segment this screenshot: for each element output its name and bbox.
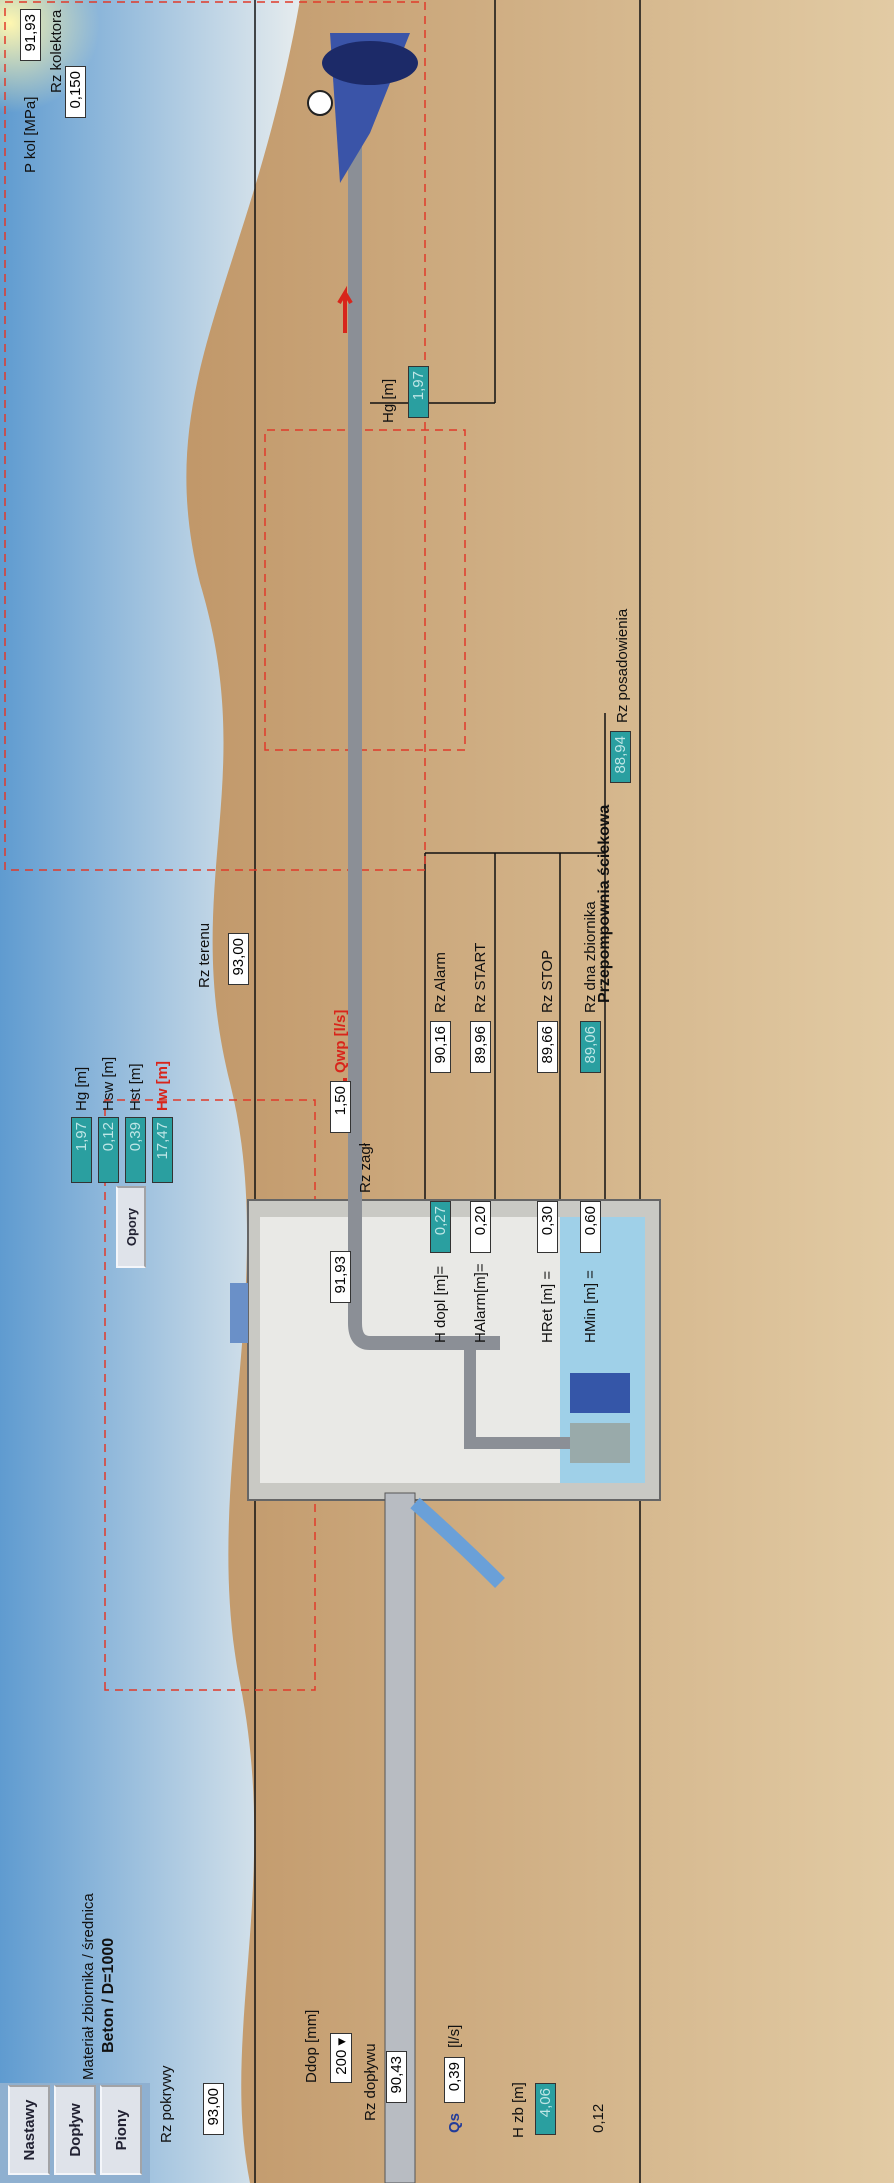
label: Rz dna zbiornika — [582, 901, 599, 1013]
sky — [0, 0, 300, 2183]
label: Rz START — [472, 942, 489, 1013]
label: HMin [m] = — [582, 1270, 599, 1343]
summary-row: 0,39 Hst [m] — [122, 1057, 149, 1183]
inflow — [410, 1497, 505, 1588]
sun — [0, 0, 100, 113]
pressure-pipe — [348, 133, 500, 1350]
label: Rz dopływu — [362, 2043, 379, 2121]
value: 90,43 — [386, 2051, 407, 2103]
pumps — [570, 1373, 630, 1463]
value: 91,93 — [330, 1251, 351, 1303]
label: Hg [m] — [73, 1066, 90, 1111]
label: Rz posadowienia — [614, 608, 631, 723]
value: 93,00 — [203, 2083, 224, 2135]
label: Qwp [l/s] — [332, 1009, 349, 1073]
material-value: Beton / D=1000 — [100, 1937, 117, 2053]
value: 89,96 — [470, 1021, 491, 1073]
value: 0,150 — [65, 66, 86, 118]
label: H zb [m] — [510, 2082, 527, 2138]
select[interactable]: 200 ▾ — [330, 2033, 352, 2083]
label: Hst [m] — [127, 1063, 144, 1112]
value: 0,12 — [98, 1117, 119, 1183]
label: Rz pokrywy — [158, 2065, 175, 2143]
hatch — [230, 1283, 248, 1343]
label: Rz kolektora — [48, 9, 65, 93]
label: Hg [m] — [380, 378, 397, 423]
summary-row: 17,47 Hw [m] — [149, 1057, 176, 1183]
value: 0,60 — [580, 1201, 601, 1253]
value: 0,39 — [444, 2057, 465, 2103]
label: HAlarm[m]= — [472, 1263, 489, 1343]
value: 91,93 — [20, 9, 41, 61]
label: H dopl [m]= — [432, 1265, 449, 1343]
value: 200 — [333, 2049, 350, 2075]
value: 88,94 — [610, 731, 631, 783]
value: 89,66 — [537, 1021, 558, 1073]
level-lines — [254, 0, 641, 2183]
water — [560, 1217, 645, 1483]
button[interactable]: Nastawy — [8, 2085, 50, 2175]
unit: [l/s] — [446, 2024, 463, 2048]
label: Rz Alarm — [432, 952, 449, 1013]
value: 0,27 — [430, 1201, 451, 1253]
summary-row: 1,97 Hg [m] — [68, 1057, 95, 1183]
collector-end — [322, 41, 418, 85]
value: 0,39 — [125, 1117, 146, 1183]
material-label: Materiał zbiornika / średnica — [80, 1893, 97, 2080]
inlet-pipe — [384, 1492, 416, 2183]
label: Rz terenu — [196, 922, 213, 988]
value: 1,97 — [71, 1117, 92, 1183]
button[interactable]: Dopływ — [54, 2085, 96, 2175]
summary-row: 0,12 Hsw [m] — [95, 1057, 122, 1183]
label: Rz zagł — [357, 1142, 374, 1193]
value: 0,20 — [470, 1201, 491, 1253]
value: 1,97 — [408, 366, 429, 418]
label: Ddop [mm] — [303, 2009, 320, 2083]
label: Rz STOP — [539, 949, 556, 1013]
value: 17,47 — [152, 1117, 173, 1183]
flow-arrow — [337, 285, 353, 333]
value: 1,50 — [330, 1081, 351, 1133]
button[interactable]: Opory — [116, 1186, 146, 1268]
label: P kol [MPa] — [22, 96, 39, 173]
label: Hw [m] — [154, 1061, 171, 1111]
value: 0,30 — [537, 1201, 558, 1253]
value: 90,16 — [430, 1021, 451, 1073]
button[interactable]: Piony — [100, 2085, 142, 2175]
value: 93,00 — [228, 933, 249, 985]
label: HRet [m] = — [539, 1270, 556, 1343]
label: Qs — [446, 2112, 463, 2133]
pipe — [464, 1343, 570, 1449]
label: Hsw [m] — [100, 1056, 117, 1111]
value: 0,12 — [590, 2103, 607, 2133]
gauge — [307, 90, 333, 116]
summary: 1,97 Hg [m] 0,12 Hsw [m] 0,39 Hst [m] 17,47… — [68, 1057, 176, 1183]
value: 89,06 — [580, 1021, 601, 1073]
value: 4,06 — [535, 2083, 556, 2135]
